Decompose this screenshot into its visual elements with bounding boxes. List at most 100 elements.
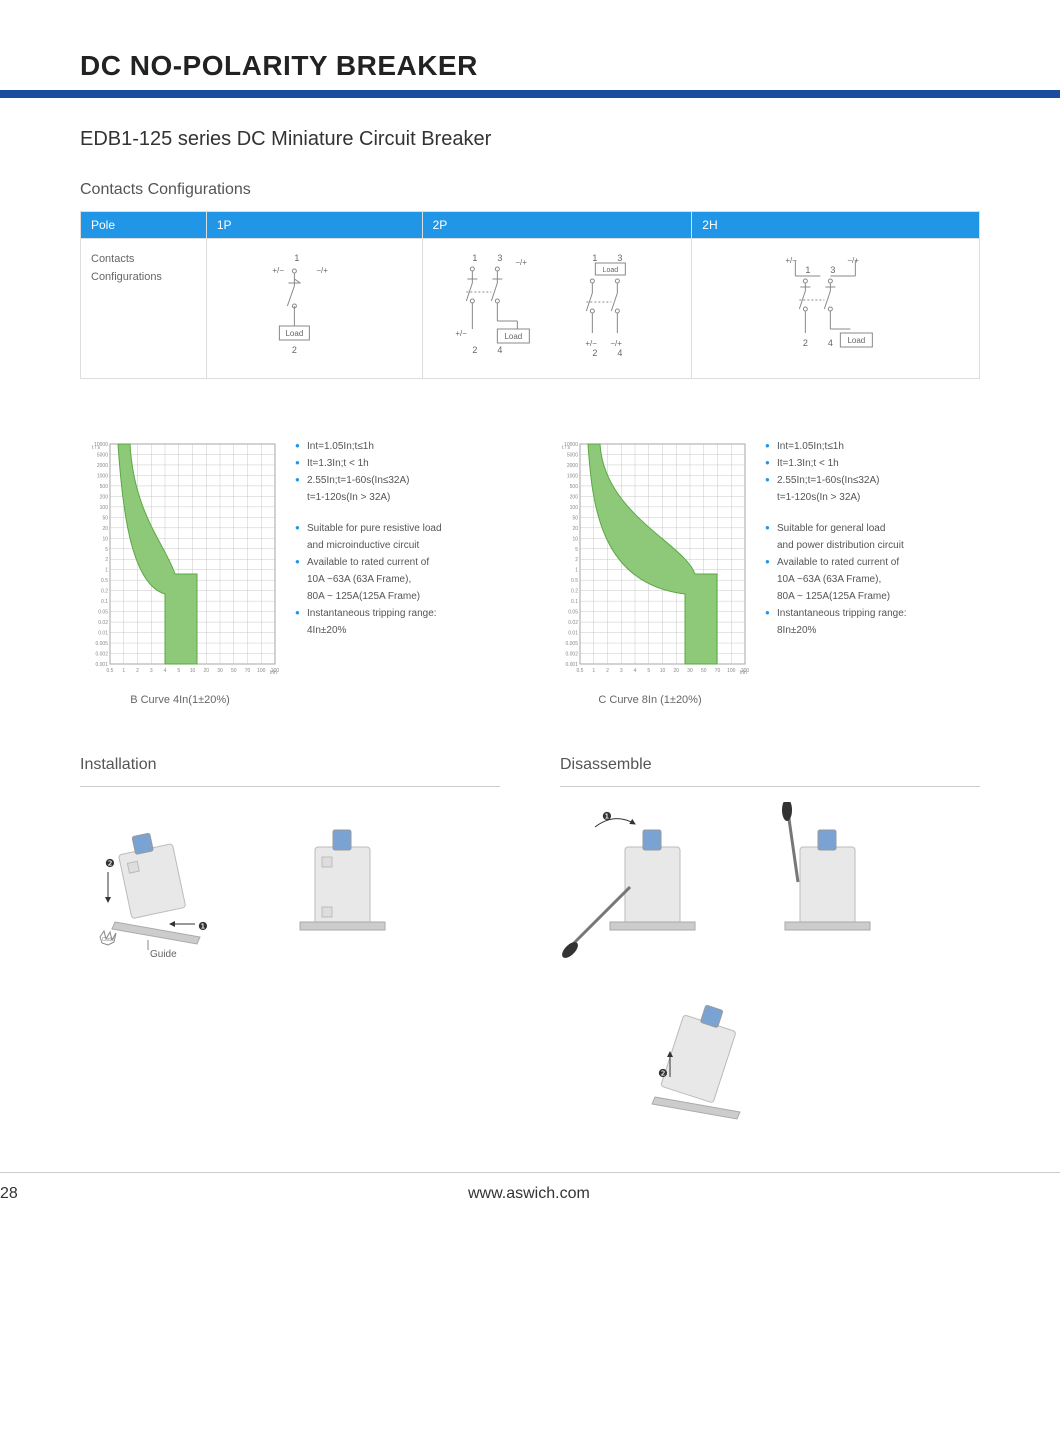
svg-text:5000: 5000 [97, 452, 108, 458]
svg-text:1: 1 [592, 668, 595, 674]
install-fig-1: ❷ ❶ Click! Guide [80, 802, 240, 962]
svg-text:1: 1 [472, 253, 477, 263]
svg-text:Load: Load [848, 336, 866, 345]
row-label: Contacts Configurations [91, 251, 196, 286]
svg-text:1: 1 [575, 568, 578, 574]
svg-text:❷: ❷ [105, 858, 115, 870]
svg-text:0.002: 0.002 [565, 652, 578, 658]
svg-text:70: 70 [715, 668, 721, 674]
svg-text:4: 4 [164, 668, 167, 674]
svg-text:1000: 1000 [567, 473, 578, 479]
col-2h: 2H [692, 212, 980, 239]
svg-text:I/In: I/In [270, 670, 277, 676]
svg-text:2: 2 [606, 668, 609, 674]
svg-text:0.02: 0.02 [98, 620, 108, 626]
svg-text:Guide: Guide [150, 949, 177, 960]
contacts-table: Pole 1P 2P 2H Contacts Configurations 1 … [80, 211, 980, 379]
svg-text:5: 5 [177, 668, 180, 674]
svg-text:0.01: 0.01 [568, 631, 578, 637]
contacts-heading: Contacts Configurations [80, 181, 980, 199]
svg-text:0.5: 0.5 [571, 578, 578, 584]
b-curve-chart: 100005000200010005002001005020105210.50.… [80, 439, 280, 679]
b-curve-caption: B Curve 4In(1±20%) [80, 694, 280, 706]
disassemble-heading: Disassemble [560, 756, 980, 774]
svg-text:10: 10 [190, 668, 196, 674]
svg-text:20: 20 [673, 668, 679, 674]
svg-text:2: 2 [575, 557, 578, 563]
svg-text:100: 100 [257, 668, 266, 674]
svg-text:0.5: 0.5 [107, 668, 114, 674]
svg-text:2000: 2000 [567, 463, 578, 469]
footer-url: www.aswich.com [468, 1185, 590, 1203]
svg-text:−/+: −/+ [848, 256, 860, 265]
svg-text:2: 2 [472, 345, 477, 355]
disasm-fig-1: ❶ [560, 802, 720, 962]
svg-text:2: 2 [105, 557, 108, 563]
svg-text:50: 50 [701, 668, 707, 674]
svg-text:500: 500 [570, 484, 579, 490]
disasm-fig-3: ❷ [620, 982, 780, 1142]
svg-text:Load: Load [504, 332, 522, 341]
svg-text:0.005: 0.005 [565, 641, 578, 647]
page-number: 28 [0, 1185, 18, 1203]
svg-text:1: 1 [105, 568, 108, 574]
svg-text:1: 1 [294, 253, 299, 263]
svg-text:Load: Load [285, 329, 303, 338]
c-curve-block: 100005000200010005002001005020105210.50.… [550, 439, 980, 706]
product-subtitle: EDB1-125 series DC Miniature Circuit Bre… [80, 128, 980, 151]
svg-text:4: 4 [828, 338, 833, 348]
svg-text:500: 500 [100, 484, 109, 490]
svg-text:I/In: I/In [740, 670, 747, 676]
svg-text:−/+: −/+ [515, 258, 527, 267]
svg-text:t / s: t / s [562, 445, 571, 451]
disasm-fig-2 [740, 802, 900, 962]
svg-text:0.005: 0.005 [95, 641, 108, 647]
svg-text:0.1: 0.1 [101, 599, 108, 605]
svg-text:0.2: 0.2 [571, 589, 578, 595]
svg-text:0.2: 0.2 [101, 589, 108, 595]
col-1p: 1P [206, 212, 422, 239]
svg-text:10: 10 [660, 668, 666, 674]
svg-text:+/−: +/− [455, 329, 467, 338]
svg-text:+/−: +/− [585, 339, 597, 348]
svg-text:70: 70 [245, 668, 251, 674]
svg-text:5: 5 [575, 547, 578, 553]
c-curve-chart: 100005000200010005002001005020105210.50.… [550, 439, 750, 679]
c-curve-info: Int=1.05In;t≤1h It=1.3In;t < 1h 2.55In;t… [765, 439, 907, 706]
svg-text:+/−: +/− [272, 266, 284, 275]
svg-text:Load: Load [602, 267, 618, 274]
svg-text:−/+: −/+ [316, 266, 328, 275]
svg-text:0.002: 0.002 [95, 652, 108, 658]
svg-text:3: 3 [497, 253, 502, 263]
svg-text:1: 1 [806, 265, 811, 275]
schematic-2h: +/−−/+ 13 Load 2 4 [702, 251, 969, 361]
svg-text:❶: ❶ [198, 921, 208, 933]
svg-text:4: 4 [497, 345, 502, 355]
install-heading: Installation [80, 756, 500, 774]
schematic-2p: 13 −/+ +/− Load 24 13 [433, 251, 682, 361]
svg-text:3: 3 [150, 668, 153, 674]
svg-text:Click!: Click! [102, 937, 114, 943]
svg-text:100: 100 [570, 505, 579, 511]
svg-text:❶: ❶ [602, 811, 612, 823]
svg-text:1: 1 [122, 668, 125, 674]
svg-text:3: 3 [620, 668, 623, 674]
svg-text:5000: 5000 [567, 452, 578, 458]
svg-text:20: 20 [203, 668, 209, 674]
svg-text:2: 2 [292, 345, 297, 355]
svg-text:0.01: 0.01 [98, 631, 108, 637]
svg-text:200: 200 [570, 494, 579, 500]
svg-text:−/+: −/+ [610, 339, 622, 348]
svg-text:10: 10 [102, 536, 108, 542]
b-curve-info: Int=1.05In;t≤1h It=1.3In;t < 1h 2.55In;t… [295, 439, 442, 706]
svg-text:0.05: 0.05 [568, 610, 578, 616]
svg-text:0.5: 0.5 [101, 578, 108, 584]
svg-text:2: 2 [136, 668, 139, 674]
title-underline [0, 90, 1060, 98]
svg-text:0.1: 0.1 [571, 599, 578, 605]
svg-text:100: 100 [727, 668, 736, 674]
svg-text:2000: 2000 [97, 463, 108, 469]
svg-text:0.05: 0.05 [98, 610, 108, 616]
svg-text:5: 5 [647, 668, 650, 674]
svg-text:5: 5 [105, 547, 108, 553]
